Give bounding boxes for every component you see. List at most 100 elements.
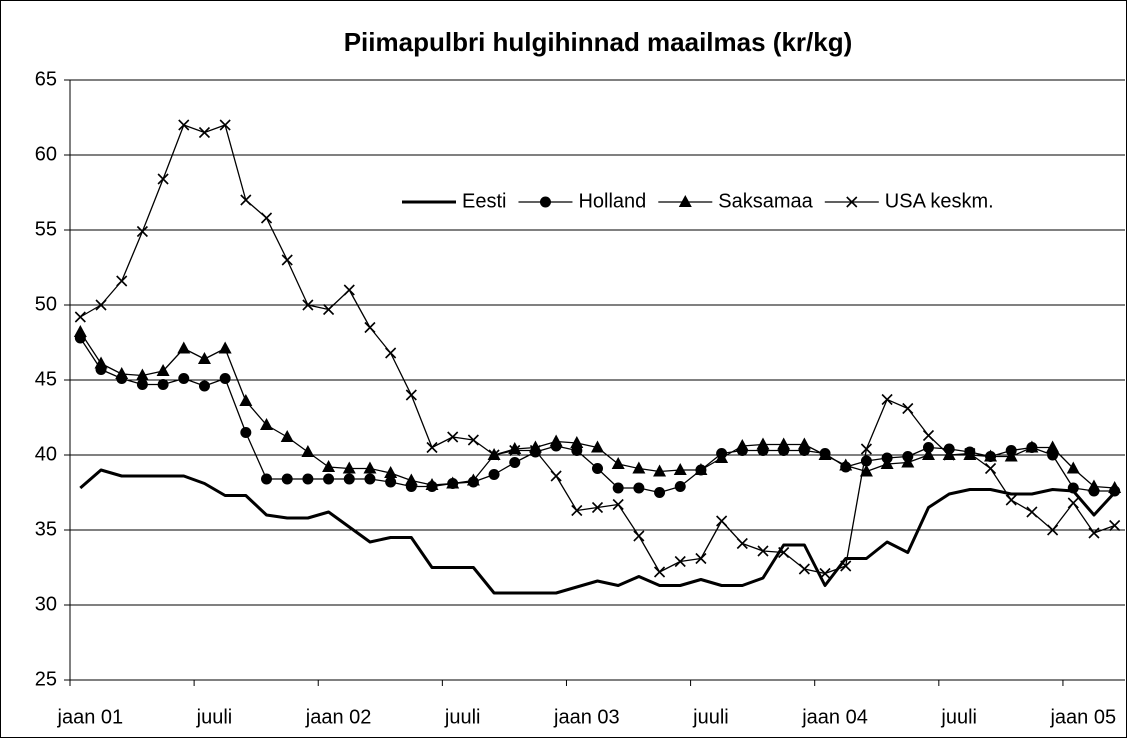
point xyxy=(426,441,438,454)
point xyxy=(922,429,935,442)
point xyxy=(509,457,521,468)
point xyxy=(219,119,231,131)
point xyxy=(509,444,521,457)
point xyxy=(1026,506,1038,518)
point xyxy=(322,460,336,472)
point xyxy=(488,449,500,461)
point xyxy=(673,463,687,475)
point xyxy=(280,430,294,442)
point xyxy=(1005,494,1017,506)
point xyxy=(695,552,707,565)
point xyxy=(984,462,997,475)
point xyxy=(757,545,769,557)
point xyxy=(136,225,148,238)
point xyxy=(198,380,210,392)
point xyxy=(197,352,211,364)
point xyxy=(177,341,191,354)
point xyxy=(612,482,624,494)
point xyxy=(984,449,998,462)
point xyxy=(592,463,603,474)
x-tick-label: juuli xyxy=(196,706,233,728)
point xyxy=(156,364,170,376)
y-tick-label: 65 xyxy=(35,68,57,90)
x-tick-label: juuli xyxy=(940,706,977,728)
point xyxy=(881,393,893,406)
point xyxy=(674,481,686,492)
point xyxy=(653,566,666,578)
point xyxy=(902,402,914,415)
point xyxy=(363,461,377,474)
point xyxy=(859,464,873,477)
point xyxy=(384,466,398,478)
point xyxy=(964,447,976,460)
point xyxy=(1046,440,1060,453)
point xyxy=(302,473,314,485)
point xyxy=(549,434,563,447)
point xyxy=(633,530,645,542)
point xyxy=(777,437,791,450)
y-tick-label: 55 xyxy=(35,218,57,240)
y-tick-label: 25 xyxy=(35,668,57,690)
point xyxy=(1088,527,1100,539)
point xyxy=(716,515,728,527)
point xyxy=(385,476,397,488)
x-tick-label: jaan 05 xyxy=(1049,706,1116,728)
legend-label: Eesti xyxy=(462,190,506,212)
point xyxy=(612,498,624,511)
point xyxy=(571,504,583,517)
point xyxy=(260,418,274,430)
point xyxy=(261,473,273,485)
legend-label: Holland xyxy=(578,190,646,212)
point xyxy=(281,473,293,485)
point xyxy=(880,457,894,469)
point xyxy=(323,473,335,485)
point xyxy=(240,194,252,206)
point xyxy=(529,444,542,457)
point xyxy=(633,482,645,494)
point xyxy=(756,437,770,450)
point xyxy=(446,476,460,489)
point xyxy=(95,299,107,311)
point xyxy=(343,473,355,485)
legend-marker xyxy=(846,196,858,208)
point xyxy=(1108,481,1122,493)
point xyxy=(466,473,480,486)
point xyxy=(1004,449,1018,462)
point xyxy=(654,487,666,498)
point xyxy=(115,367,129,379)
point xyxy=(323,303,335,316)
point xyxy=(1109,519,1121,532)
point xyxy=(840,560,852,572)
point xyxy=(281,254,293,266)
point xyxy=(819,567,831,580)
point xyxy=(797,437,811,450)
point xyxy=(240,427,252,438)
point xyxy=(736,537,748,550)
point xyxy=(488,469,500,480)
y-tick-label: 60 xyxy=(35,143,57,165)
point xyxy=(447,431,459,443)
point xyxy=(839,458,853,471)
point xyxy=(364,473,376,485)
x-tick-label: jaan 04 xyxy=(801,706,868,728)
point xyxy=(385,347,397,359)
point xyxy=(1067,497,1079,509)
y-tick-label: 50 xyxy=(35,293,57,315)
point xyxy=(943,449,955,461)
point xyxy=(135,368,149,381)
y-tick-label: 40 xyxy=(35,443,57,465)
chart-title: Piimapulbri hulgihinnad maailmas (kr/kg) xyxy=(344,27,853,57)
point xyxy=(735,439,749,451)
point xyxy=(218,341,232,354)
point xyxy=(860,443,872,455)
point xyxy=(632,461,646,474)
point xyxy=(301,445,315,457)
point xyxy=(653,464,667,477)
point xyxy=(611,457,625,469)
point xyxy=(467,434,479,446)
point xyxy=(1047,524,1059,536)
point xyxy=(715,451,729,463)
point xyxy=(528,440,542,453)
